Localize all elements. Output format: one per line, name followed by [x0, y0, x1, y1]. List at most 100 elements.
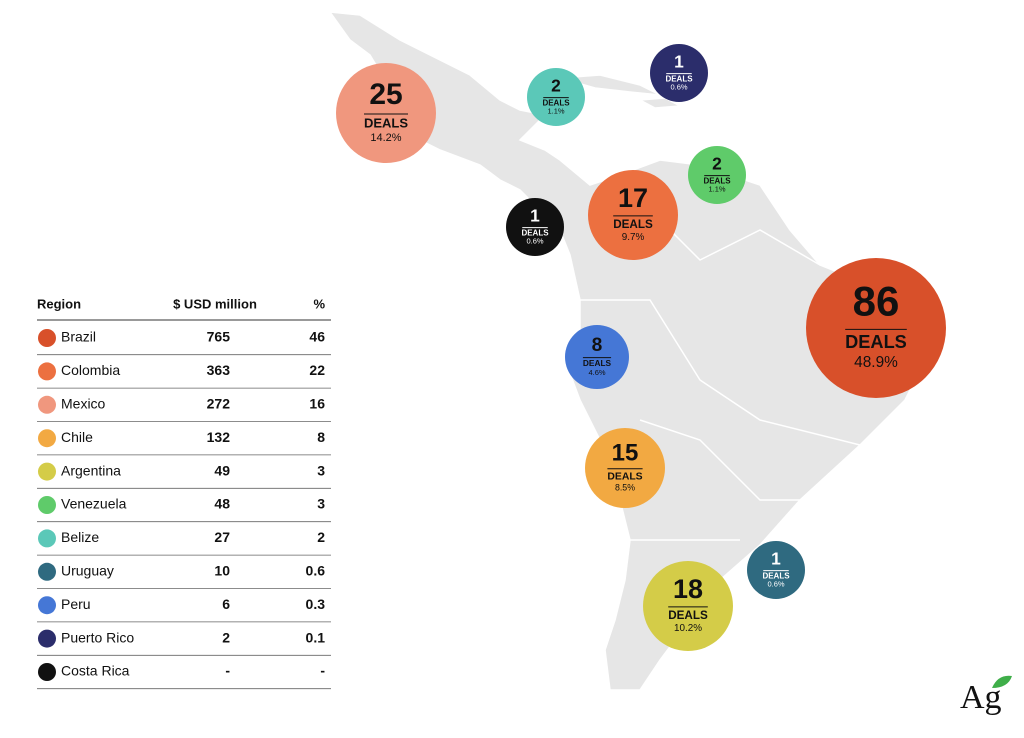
region-name: Mexico: [61, 396, 106, 412]
bubble: [588, 170, 678, 260]
deal-unit: DEALS: [845, 332, 907, 352]
deal-count: 17: [618, 183, 648, 213]
legend-dot: [38, 395, 56, 414]
usd-value: 765: [207, 329, 231, 345]
region-name: Chile: [61, 429, 93, 445]
usd-value: 10: [214, 563, 230, 579]
region-name: Belize: [61, 529, 99, 545]
deal-unit: DEALS: [583, 358, 612, 368]
deal-count: 2: [551, 76, 561, 96]
deal-count: 2: [712, 154, 722, 174]
bubble: [650, 44, 708, 102]
border: [580, 299, 861, 446]
deal-share: 48.9%: [854, 354, 898, 371]
deal-unit: DEALS: [607, 472, 642, 483]
deal-bubble: 86 DEALS 48.9%: [806, 258, 946, 398]
table-header: %: [313, 296, 325, 311]
deal-count: 1: [674, 52, 684, 72]
island: [559, 74, 661, 96]
share-value: 0.3: [306, 596, 326, 612]
legend-dot: [38, 596, 56, 615]
deal-count: 18: [673, 574, 703, 604]
region-name: Uruguay: [61, 563, 114, 579]
region-name: Costa Rica: [61, 663, 130, 679]
usd-value: 48: [214, 496, 230, 512]
share-value: -: [320, 663, 325, 679]
deal-count: 8: [592, 335, 603, 356]
island: [637, 97, 683, 109]
table-header: Region: [37, 296, 81, 311]
bubble: [806, 258, 946, 398]
usd-value: 6: [222, 596, 230, 612]
share-value: 0.1: [306, 629, 326, 645]
deal-share: 0.6%: [767, 579, 784, 588]
legend-dot: [38, 562, 56, 581]
bubble: [643, 561, 733, 651]
legend-dot: [38, 663, 56, 681]
usd-value: -: [225, 663, 230, 679]
deal-bubble: 25 DEALS 14.2%: [336, 63, 436, 163]
usd-value: 132: [207, 429, 231, 445]
deal-share: 4.6%: [588, 368, 605, 377]
deal-share: 0.6%: [670, 82, 687, 91]
region-name: Argentina: [61, 462, 121, 478]
deal-unit: DEALS: [613, 218, 653, 231]
deal-unit: DEALS: [762, 571, 790, 580]
bubble: [688, 146, 746, 204]
deal-share: 0.6%: [526, 236, 543, 245]
bubble: [336, 63, 436, 163]
deal-count: 86: [853, 277, 900, 324]
deal-count: 25: [369, 78, 402, 111]
usd-value: 2: [222, 629, 230, 645]
deal-unit: DEALS: [703, 176, 731, 185]
deal-unit: DEALS: [668, 609, 708, 622]
share-value: 3: [317, 496, 325, 512]
share-value: 22: [309, 362, 325, 378]
usd-value: 49: [214, 462, 230, 478]
legend-dot: [38, 462, 56, 481]
legend-dot: [38, 496, 56, 514]
logo-leaf: [992, 675, 1012, 688]
region-name: Puerto Rico: [61, 629, 134, 645]
deal-share: 9.7%: [622, 232, 645, 243]
usd-value: 272: [207, 396, 231, 412]
share-value: 16: [309, 396, 325, 412]
share-value: 8: [317, 429, 325, 445]
share-value: 3: [317, 462, 325, 478]
deal-unit: DEALS: [665, 74, 693, 83]
deal-count: 1: [530, 206, 540, 226]
region-name: Peru: [61, 596, 91, 612]
share-value: 2: [317, 529, 325, 545]
share-value: 0.6: [306, 563, 326, 579]
usd-value: 27: [214, 529, 230, 545]
region-name: Venezuela: [61, 496, 127, 512]
deal-count: 1: [771, 549, 781, 569]
table-header: $ USD million: [173, 296, 257, 311]
region-name: Brazil: [61, 329, 96, 345]
legend-dot: [38, 362, 56, 381]
bubble: [585, 428, 665, 508]
border: [639, 419, 800, 501]
deal-count: 15: [612, 440, 639, 467]
deal-share: 1.1%: [708, 184, 725, 193]
bubble: [747, 541, 805, 599]
deal-share: 14.2%: [370, 132, 401, 144]
deal-share: 10.2%: [674, 623, 702, 634]
legend-dot: [38, 629, 56, 648]
region-name: Colombia: [61, 362, 120, 378]
legend-dot: [38, 429, 56, 448]
deal-share: 1.1%: [547, 106, 564, 115]
bubble: [527, 68, 585, 126]
legend-dot: [38, 529, 56, 548]
deal-share: 8.5%: [615, 482, 635, 492]
share-value: 46: [309, 329, 325, 345]
